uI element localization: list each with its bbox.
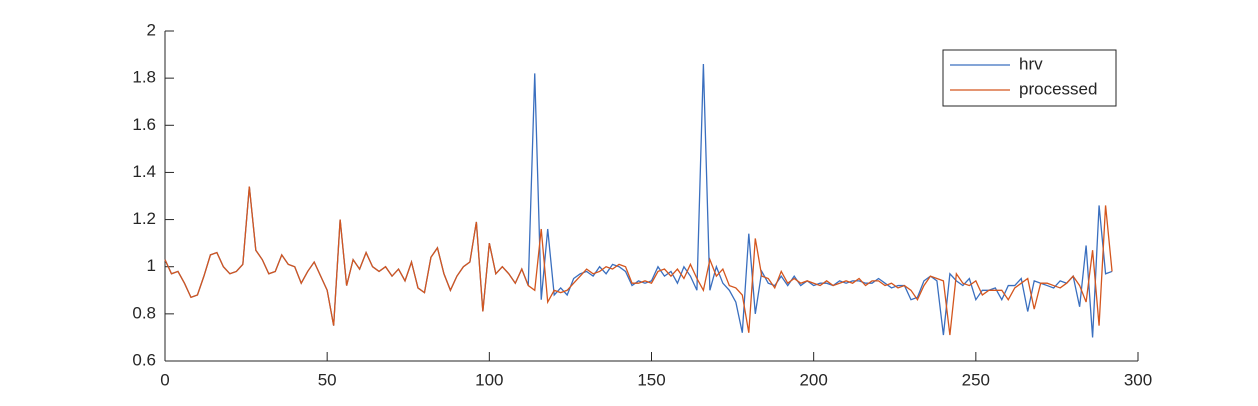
legend-label: hrv: [1019, 54, 1043, 73]
series-line: [164, 186, 1113, 336]
y-tick-label: 1.6: [132, 115, 156, 134]
y-tick-label: 2: [147, 20, 156, 39]
x-tick-label: 50: [318, 370, 337, 389]
y-tick-label: 0.8: [132, 303, 156, 322]
x-tick-label: 250: [962, 370, 990, 389]
x-tick-label: 200: [799, 370, 827, 389]
x-tick-label: 300: [1124, 370, 1152, 389]
legend-box: [942, 49, 1117, 107]
y-tick-label: 1: [147, 256, 156, 275]
y-tick-label: 0.6: [132, 350, 156, 369]
y-tick-label: 1.8: [132, 68, 156, 87]
y-tick-label: 1.2: [132, 209, 156, 228]
y-tick-label: 1.4: [132, 162, 156, 181]
x-tick-label: 0: [160, 370, 169, 389]
x-tick-label: 100: [475, 370, 503, 389]
legend-label: processed: [1019, 79, 1097, 98]
x-tick-label: 150: [637, 370, 665, 389]
